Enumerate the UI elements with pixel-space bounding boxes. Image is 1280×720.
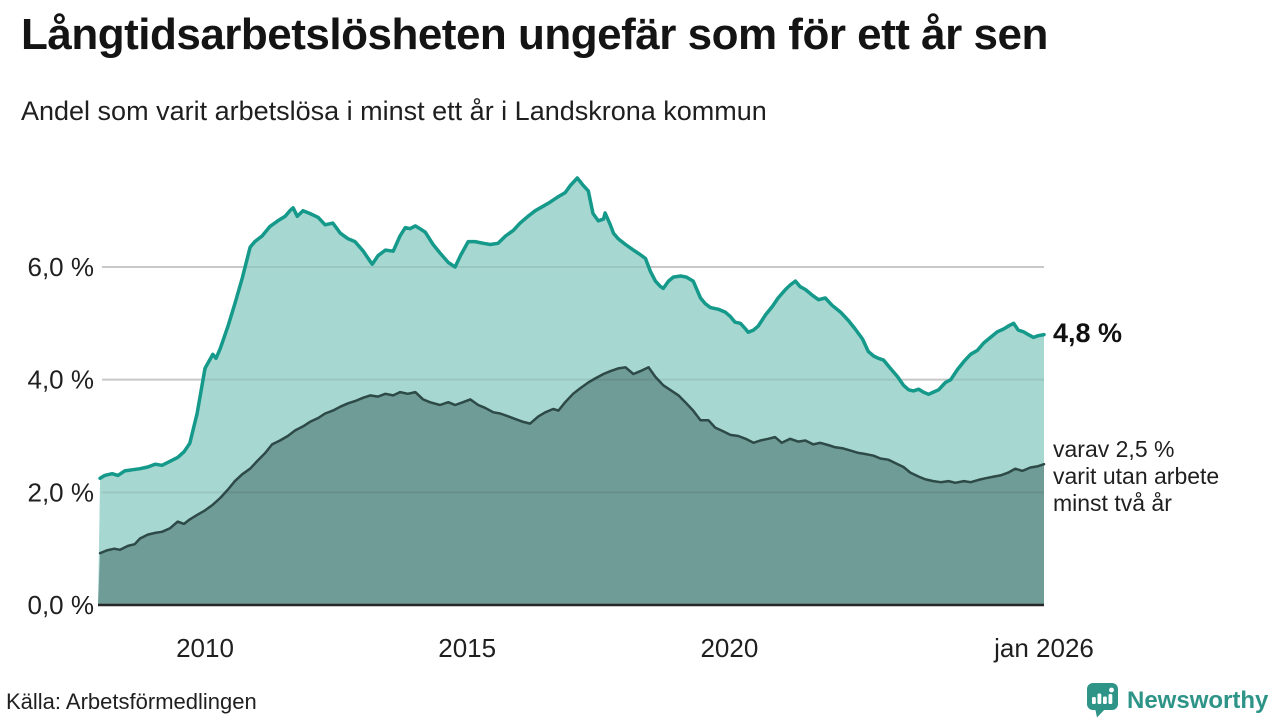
x-tick-label: 2020 bbox=[700, 633, 758, 663]
secondary-annotation-line: varav 2,5 % bbox=[1053, 436, 1175, 462]
newsworthy-wordmark: Newsworthy bbox=[1127, 686, 1269, 714]
source-label: Källa: Arbetsförmedlingen bbox=[6, 689, 257, 714]
y-tick-label: 6,0 % bbox=[28, 252, 95, 282]
series-area-two-years bbox=[98, 367, 1044, 605]
newsworthy-logo: Newsworthy bbox=[1086, 683, 1268, 718]
y-tick-label: 4,0 % bbox=[28, 365, 95, 395]
series-line-one-year bbox=[98, 176, 1046, 481]
newsworthy-speech-bubble-chart-icon bbox=[1087, 683, 1118, 718]
x-tick-label: 2015 bbox=[438, 633, 496, 663]
secondary-annotation: varav 2,5 % varit utan arbete minst två … bbox=[1053, 436, 1219, 517]
latest-value-annotation: 4,8 % bbox=[1053, 318, 1123, 348]
y-tick-label: 2,0 % bbox=[28, 477, 95, 507]
x-tick-label: 2010 bbox=[176, 633, 234, 663]
y-tick-label: 0,0 % bbox=[28, 590, 95, 620]
chart-subtitle: Andel som varit arbetslösa i minst ett å… bbox=[21, 96, 767, 126]
secondary-annotation-line: minst två år bbox=[1053, 490, 1172, 516]
series-line-two-years bbox=[98, 366, 1046, 555]
secondary-annotation-line: varit utan arbete bbox=[1053, 463, 1220, 489]
chart-title: Långtidsarbetslösheten ungefär som för e… bbox=[21, 10, 1048, 59]
x-tick-label: jan 2026 bbox=[993, 633, 1094, 663]
